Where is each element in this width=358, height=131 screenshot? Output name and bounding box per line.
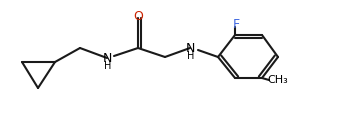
Text: N: N	[185, 42, 195, 54]
Text: O: O	[133, 10, 143, 23]
Text: H: H	[104, 61, 112, 71]
Text: F: F	[232, 18, 240, 31]
Text: H: H	[187, 51, 195, 61]
Text: CH₃: CH₃	[268, 75, 289, 85]
Text: N: N	[102, 51, 112, 64]
